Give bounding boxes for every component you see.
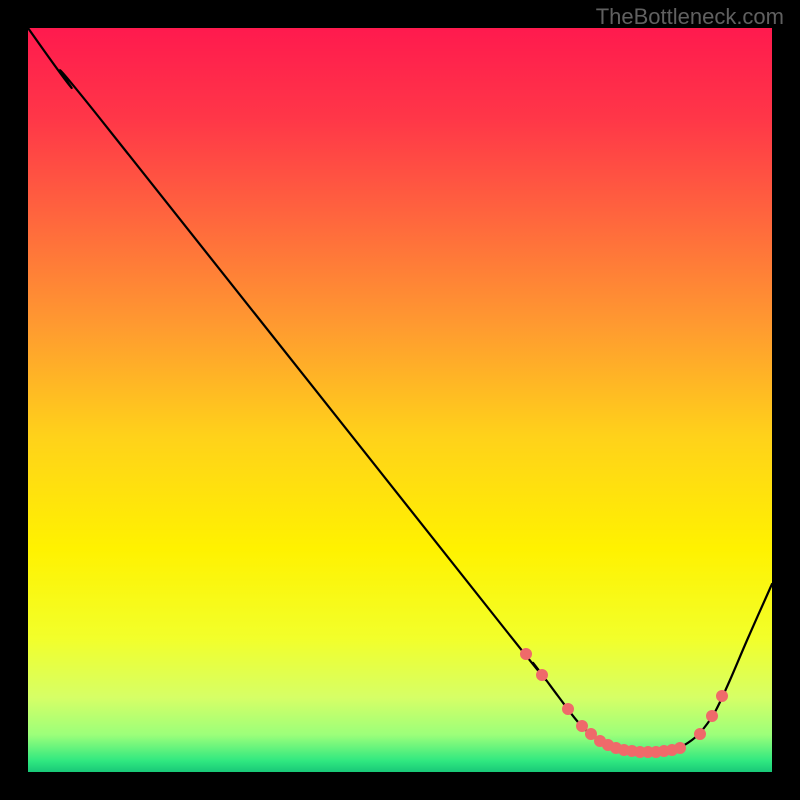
- data-marker: [586, 729, 597, 740]
- data-marker: [577, 721, 588, 732]
- data-marker: [521, 649, 532, 660]
- chart-stage: TheBottleneck.com: [0, 0, 800, 800]
- data-marker: [695, 729, 706, 740]
- attribution-text: TheBottleneck.com: [596, 4, 784, 30]
- data-marker: [675, 743, 686, 754]
- data-marker: [563, 704, 574, 715]
- data-marker: [537, 670, 548, 681]
- marker-group: [521, 649, 728, 758]
- data-marker: [717, 691, 728, 702]
- bottleneck-curve: [28, 28, 772, 752]
- data-marker: [707, 711, 718, 722]
- curve-layer: [28, 28, 772, 772]
- plot-area: [28, 28, 772, 772]
